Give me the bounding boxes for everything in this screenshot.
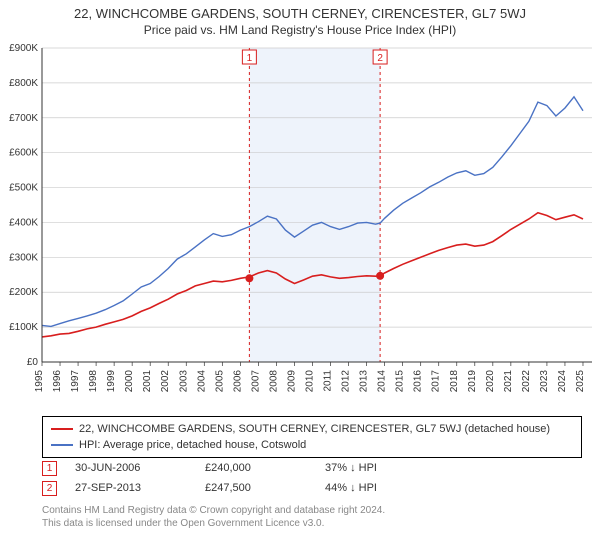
svg-text:2023: 2023 [539, 370, 550, 393]
svg-text:2010: 2010 [304, 370, 315, 393]
svg-text:1997: 1997 [70, 370, 81, 393]
svg-text:£600K: £600K [9, 148, 38, 159]
svg-text:£700K: £700K [9, 113, 38, 124]
sale-price: £240,000 [205, 462, 325, 474]
svg-text:2007: 2007 [250, 370, 261, 393]
svg-text:£300K: £300K [9, 252, 38, 263]
svg-text:2020: 2020 [485, 370, 496, 393]
legend-label: HPI: Average price, detached house, Cots… [79, 439, 306, 451]
svg-text:1: 1 [247, 53, 253, 64]
sale-marker-box: 2 [42, 481, 57, 496]
line-chart: £0 £100K £200K £300K £400K £500K £600K £700K £80… [0, 44, 600, 408]
svg-text:2024: 2024 [557, 370, 568, 393]
table-row: 1 30-JUN-2006 £240,000 37% ↓ HPI [42, 458, 582, 478]
svg-text:£0: £0 [27, 357, 39, 368]
svg-text:1995: 1995 [34, 370, 45, 393]
svg-text:2019: 2019 [467, 370, 478, 393]
svg-text:1999: 1999 [106, 370, 117, 393]
svg-text:2001: 2001 [142, 370, 153, 393]
svg-text:2000: 2000 [124, 370, 135, 393]
title-block: 22, WINCHCOMBE GARDENS, SOUTH CERNEY, CI… [0, 0, 600, 37]
svg-text:2018: 2018 [449, 370, 460, 393]
title-line-2: Price paid vs. HM Land Registry's House … [0, 23, 600, 37]
svg-text:2014: 2014 [377, 370, 388, 393]
svg-text:2003: 2003 [178, 370, 189, 393]
svg-text:2008: 2008 [268, 370, 279, 393]
svg-text:2013: 2013 [359, 370, 370, 393]
legend-swatch [51, 444, 73, 446]
legend: 22, WINCHCOMBE GARDENS, SOUTH CERNEY, CI… [42, 416, 582, 458]
svg-text:£900K: £900K [9, 44, 38, 54]
svg-text:2012: 2012 [341, 370, 352, 393]
legend-swatch [51, 428, 73, 430]
svg-text:1996: 1996 [52, 370, 63, 393]
sale-price: £247,500 [205, 482, 325, 494]
svg-text:2006: 2006 [232, 370, 243, 393]
sale-hpi-diff: 37% ↓ HPI [325, 462, 445, 474]
svg-text:2022: 2022 [521, 370, 532, 393]
legend-item: 22, WINCHCOMBE GARDENS, SOUTH CERNEY, CI… [51, 421, 573, 437]
svg-text:1998: 1998 [88, 370, 99, 393]
table-row: 2 27-SEP-2013 £247,500 44% ↓ HPI [42, 478, 582, 498]
svg-text:£400K: £400K [9, 217, 38, 228]
svg-text:2005: 2005 [214, 370, 225, 393]
figure: 22, WINCHCOMBE GARDENS, SOUTH CERNEY, CI… [0, 0, 600, 560]
sale-marker-number: 1 [47, 463, 53, 474]
svg-text:2016: 2016 [413, 370, 424, 393]
svg-text:2025: 2025 [575, 370, 586, 393]
svg-text:£500K: £500K [9, 183, 38, 194]
title-line-1: 22, WINCHCOMBE GARDENS, SOUTH CERNEY, CI… [0, 6, 600, 21]
svg-text:2011: 2011 [323, 370, 334, 392]
attribution: Contains HM Land Registry data © Crown c… [42, 504, 385, 530]
svg-text:2015: 2015 [395, 370, 406, 393]
sale-marker-box: 1 [42, 461, 57, 476]
sale-date: 27-SEP-2013 [75, 482, 205, 494]
sale-marker-number: 2 [47, 483, 53, 494]
sale-hpi-diff: 44% ↓ HPI [325, 482, 445, 494]
svg-text:£800K: £800K [9, 78, 38, 89]
svg-text:2004: 2004 [196, 370, 207, 393]
svg-text:£100K: £100K [9, 322, 38, 333]
svg-text:2002: 2002 [160, 370, 171, 393]
svg-text:2: 2 [377, 53, 383, 64]
legend-item: HPI: Average price, detached house, Cots… [51, 437, 573, 453]
sale-date: 30-JUN-2006 [75, 462, 205, 474]
legend-label: 22, WINCHCOMBE GARDENS, SOUTH CERNEY, CI… [79, 423, 550, 435]
svg-text:2021: 2021 [503, 370, 514, 393]
svg-text:2017: 2017 [431, 370, 442, 393]
attribution-line: This data is licensed under the Open Gov… [42, 517, 385, 530]
sales-table: 1 30-JUN-2006 £240,000 37% ↓ HPI 2 27-SE… [42, 458, 582, 498]
svg-text:2009: 2009 [286, 370, 297, 393]
attribution-line: Contains HM Land Registry data © Crown c… [42, 504, 385, 517]
svg-text:£200K: £200K [9, 287, 38, 298]
